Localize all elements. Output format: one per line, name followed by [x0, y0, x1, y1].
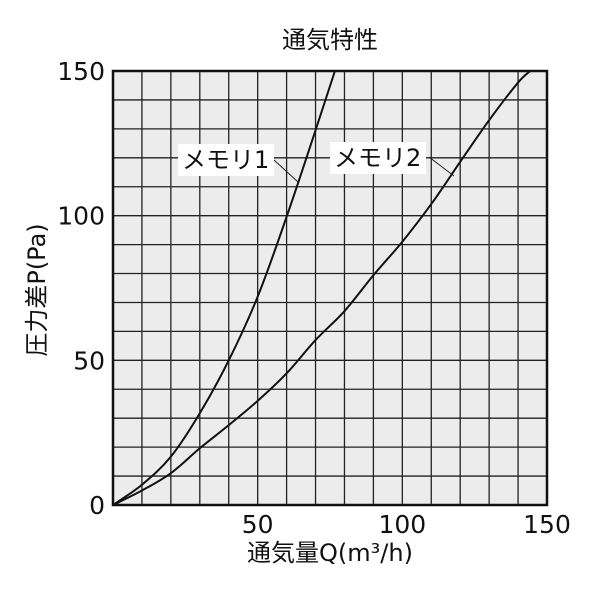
x-axis-label: 通気量Q(m³/h)	[247, 539, 413, 567]
x-tick-label: 50	[242, 510, 274, 539]
series-line-1	[112, 70, 336, 506]
y-tick-label: 150	[57, 57, 105, 86]
series-label-1: メモリ1	[182, 146, 269, 174]
series-line-2	[112, 70, 531, 506]
y-tick-label: 50	[73, 346, 105, 375]
plot-frame	[111, 69, 549, 507]
plot-area	[113, 71, 547, 505]
chart-title: 通気特性	[282, 26, 378, 54]
series-labels: メモリ1 メモリ2	[178, 142, 455, 183]
series-label-background	[330, 142, 426, 174]
series-label-background	[178, 144, 274, 176]
tick-labels: 50 100 150 0 50 100 150	[57, 57, 571, 539]
y-axis-label: 圧力差P(Pa)	[23, 223, 51, 356]
x-tick-label: 100	[378, 510, 426, 539]
series-label-2: メモリ2	[334, 144, 421, 172]
x-tick-label: 150	[523, 510, 571, 539]
leader-line	[273, 159, 299, 183]
y-tick-label: 100	[57, 202, 105, 231]
leader-line	[428, 156, 455, 177]
y-tick-label: 0	[89, 491, 105, 520]
series-lines	[112, 70, 531, 506]
grid	[113, 71, 547, 505]
